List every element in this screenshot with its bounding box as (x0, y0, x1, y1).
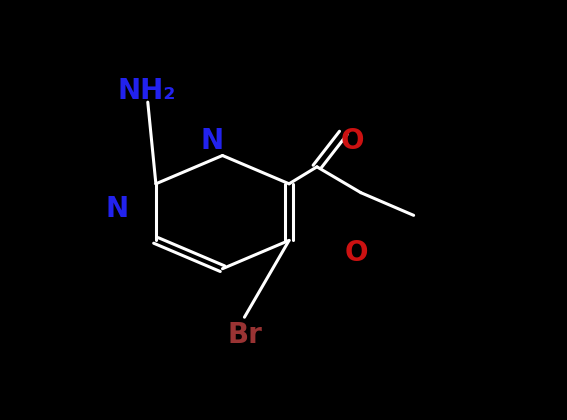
Text: N: N (201, 127, 224, 155)
Text: N: N (105, 195, 129, 223)
Text: O: O (345, 239, 368, 267)
Text: NH₂: NH₂ (117, 77, 175, 105)
Text: Br: Br (227, 321, 262, 349)
Text: O: O (340, 127, 364, 155)
